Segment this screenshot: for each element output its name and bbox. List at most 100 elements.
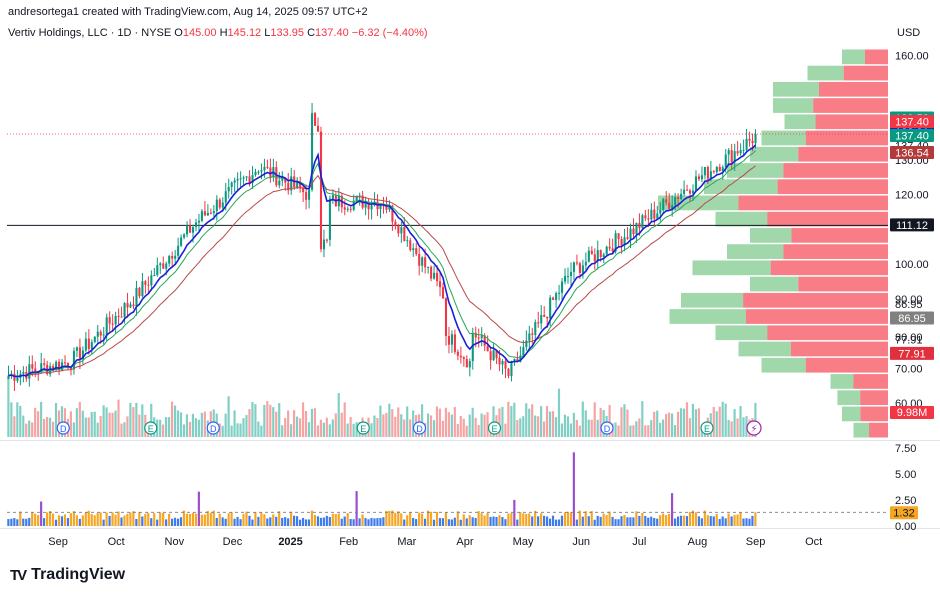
volume-bar [593,402,596,437]
candle-body [671,205,674,209]
candle-body [730,150,733,163]
volume-bar [263,404,266,437]
volume-bar [665,414,668,437]
volume-tag-badge [890,406,934,419]
relative-volume-bar [516,519,519,526]
volume-bar [293,410,296,437]
candle-body [156,265,159,276]
currency-label: USD [897,27,921,39]
volume-profile-up-bar [830,374,854,389]
candle-body [313,113,317,126]
price-axis-label: 80.00 [895,332,923,344]
candle-body [659,209,662,214]
price-axis-tick-label: 160.00 [895,50,929,62]
relative-volume-bar [322,517,325,526]
relative-volume-bar [185,513,189,526]
candle-body [72,350,76,370]
relative-volume-bar [48,511,52,526]
relative-volume-bar [120,517,123,526]
relative-volume-bar [697,516,700,526]
volume-bar [629,425,632,437]
volume-bar [194,418,197,437]
relative-volume-bar [578,510,581,526]
relative-volume-bar [87,510,90,526]
volume-profile-down-bar [805,357,888,373]
time-axis-label: Oct [805,536,822,548]
price-axis-label: 77.91 [895,334,923,346]
relative-volume-bar [453,517,456,526]
relative-volume-bar [162,512,165,526]
candle-body [492,350,495,361]
relative-volume-bar [340,518,343,526]
relative-volume-bar [444,512,447,526]
relative-volume-bar [545,516,549,526]
volume-bar [566,416,569,437]
volume-bar [114,410,117,437]
candle-body [43,363,46,365]
candle-body [403,227,406,242]
relative-volume-bar [194,513,197,526]
volume-bar [170,401,174,437]
volume-bar [569,423,572,437]
volume-bar [349,417,352,437]
candle-body [13,373,16,381]
event-marker-label: D [416,424,423,434]
candle-body [391,205,394,222]
volume-profile-down-bar [798,276,888,292]
candle-body [257,171,260,173]
relative-volume-bar [319,517,322,526]
relative-volume-bar [668,514,671,526]
volume-bar [501,406,504,437]
relative-volume-bar [301,517,305,526]
time-axis-label: Jun [572,536,590,548]
relative-volume-bar [84,512,87,526]
relative-volume-bar [540,513,543,526]
relative-volume-bar [230,512,233,526]
relative-volume-bar [703,510,706,526]
volume-tag-label: 9.98M [897,407,928,419]
close-label: C [307,27,316,39]
volume-bar [557,388,561,437]
low-value: 133.95 [270,27,305,39]
volume-bar [40,401,43,437]
volume-profile-down-bar [745,309,888,324]
time-axis-label: Sep [746,536,766,548]
volume-bar [623,404,626,437]
tradingview-logo-text: TradingView [31,566,126,583]
volume-bar [391,409,394,437]
candle-body [400,227,403,234]
relative-volume-bar [420,513,424,526]
candle-body [188,225,192,233]
relative-volume-bar [278,511,281,526]
candle-body [620,239,623,246]
candle-body [495,350,498,359]
volume-bar [203,411,206,437]
candle-body [78,347,81,360]
volume-bar [295,416,299,437]
relative-volume-bar [483,515,486,526]
volume-profile-down-bar [869,422,888,438]
volume-bar [560,423,564,437]
event-marker [144,421,158,435]
volume-bar [69,411,72,437]
candle-body [162,263,165,269]
volume-bar [426,413,430,437]
relative-volume-bar [468,515,471,526]
relative-volume-bar [257,516,260,526]
volume-profile-up-bar [761,130,806,146]
relative-volume-bar [31,512,34,526]
candle-body [599,250,602,257]
candle-body [596,250,599,262]
candle-body [194,222,198,228]
relative-volume-bar [641,512,644,526]
relative-volume-bar [272,514,275,526]
relative-volume-bar [260,512,263,526]
volume-bar [173,405,177,437]
price-axis-tick-label: 90.00 [895,294,923,306]
relative-volume-bar [43,518,46,526]
candle-body [587,250,590,262]
volume-bar [260,425,263,437]
relative-volume-bar [287,518,290,526]
volume-bar [626,409,629,437]
